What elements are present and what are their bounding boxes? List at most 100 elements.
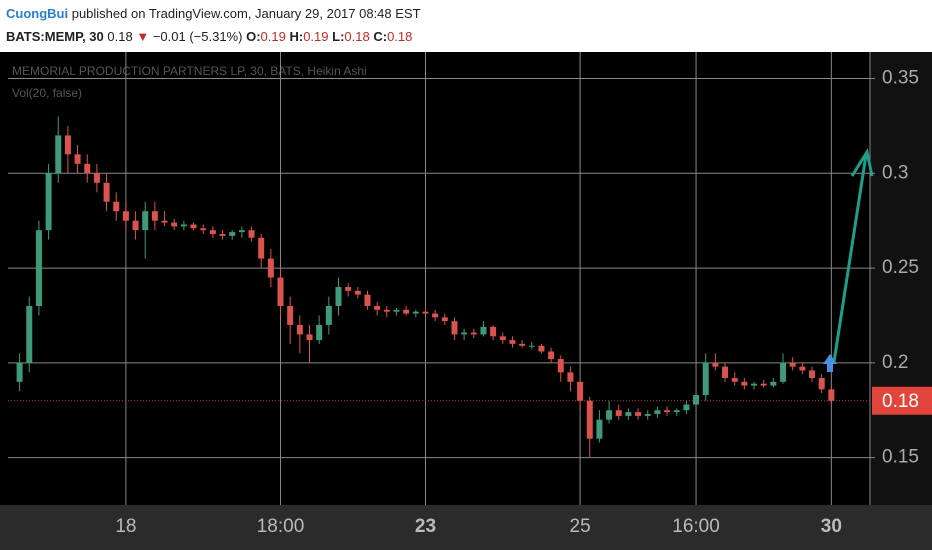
candle-body bbox=[693, 395, 700, 405]
l: 0.18 bbox=[344, 29, 370, 44]
candle-body bbox=[403, 309, 410, 314]
publish-line: CuongBui published on TradingView.com, J… bbox=[6, 6, 421, 21]
candle-body bbox=[296, 324, 303, 335]
candle-body bbox=[451, 321, 458, 335]
candle-body bbox=[364, 294, 371, 306]
candle-body bbox=[142, 211, 149, 231]
quote-line: BATS:MEMP, 30 0.18 ▼ −0.01 (−5.31%) O:0.… bbox=[6, 29, 412, 44]
y-tick-label: 0.15 bbox=[882, 447, 919, 468]
indicator-label: Vol(20, false) bbox=[12, 86, 82, 100]
candle-body bbox=[432, 313, 439, 318]
candle-body bbox=[325, 305, 332, 325]
candle-body bbox=[267, 258, 274, 278]
candle-body bbox=[625, 412, 632, 416]
candle-body bbox=[828, 389, 835, 401]
chart: MEMORIAL PRODUCTION PARTNERS LP, 30, BAT… bbox=[0, 52, 932, 550]
candle-body bbox=[180, 224, 187, 227]
candle-body bbox=[229, 232, 236, 236]
candle-body bbox=[151, 211, 158, 221]
x-axis-bg bbox=[0, 505, 932, 550]
x-tick-label: 18:00 bbox=[257, 516, 305, 537]
candle-body bbox=[509, 340, 516, 344]
user[interactable]: CuongBui bbox=[6, 6, 69, 21]
x-tick-label: 25 bbox=[570, 516, 591, 537]
candle-body bbox=[374, 305, 381, 310]
candle-body bbox=[200, 228, 207, 231]
candle-body bbox=[702, 362, 709, 396]
published: published on TradingView.com, January 29… bbox=[71, 6, 421, 21]
candle-body bbox=[306, 334, 313, 341]
candle-body bbox=[635, 412, 642, 416]
candle-body bbox=[316, 324, 323, 341]
candle-body bbox=[354, 290, 361, 295]
candle-body bbox=[16, 362, 23, 382]
candle-body bbox=[586, 400, 593, 439]
candle-body bbox=[731, 378, 738, 382]
annotation-arrow bbox=[832, 154, 868, 363]
candle-body bbox=[219, 233, 226, 236]
y-tick-label: 0.2 bbox=[882, 352, 908, 373]
candle-body bbox=[122, 211, 129, 221]
candle-body bbox=[490, 326, 497, 337]
candle-body bbox=[596, 419, 603, 439]
candle-body bbox=[287, 305, 294, 325]
candle-body bbox=[809, 370, 816, 379]
candle-body bbox=[528, 345, 535, 347]
candle-body bbox=[654, 410, 661, 415]
l-label: L: bbox=[332, 29, 345, 44]
chart-bg bbox=[0, 52, 932, 550]
o-label: O: bbox=[246, 29, 261, 44]
candle-body bbox=[683, 404, 690, 411]
candle-body bbox=[470, 332, 477, 335]
candle-body bbox=[770, 381, 777, 386]
chart-title: MEMORIAL PRODUCTION PARTNERS LP, 30, BAT… bbox=[12, 64, 367, 78]
candle-body bbox=[712, 362, 719, 367]
candle-body bbox=[93, 173, 100, 183]
y-axis-bg bbox=[870, 52, 932, 505]
h: 0.19 bbox=[303, 29, 329, 44]
price: 0.18 bbox=[107, 29, 133, 44]
header: CuongBui published on TradingView.com, J… bbox=[0, 0, 932, 52]
candle-body bbox=[441, 317, 448, 322]
candle-body bbox=[499, 336, 506, 341]
candle-body bbox=[818, 378, 825, 390]
arrow: ▼ bbox=[136, 29, 150, 44]
candle-body bbox=[393, 309, 400, 312]
x-tick-label: 18 bbox=[115, 516, 136, 537]
candle-body bbox=[557, 359, 564, 373]
change: −0.01 (−5.31%) bbox=[152, 29, 243, 44]
candle-body bbox=[606, 410, 613, 420]
candle-body bbox=[538, 345, 545, 352]
candle-body bbox=[171, 222, 178, 227]
candle-body bbox=[277, 277, 284, 306]
candle-body bbox=[190, 224, 197, 229]
candle-body bbox=[26, 305, 33, 363]
y-tick-label: 0.25 bbox=[882, 257, 919, 278]
y-tick-label: 0.3 bbox=[882, 162, 908, 183]
candle-body bbox=[132, 220, 139, 231]
h-label: H: bbox=[289, 29, 304, 44]
candle-body bbox=[161, 220, 168, 223]
candle-body bbox=[103, 182, 110, 202]
last-price-box bbox=[872, 386, 932, 415]
candle-body bbox=[789, 362, 796, 367]
candle-body bbox=[383, 309, 390, 312]
candle-body bbox=[664, 410, 671, 413]
candle-body bbox=[480, 326, 487, 335]
candle-body bbox=[422, 311, 429, 314]
candle-body bbox=[780, 362, 787, 382]
candle-body bbox=[335, 287, 342, 306]
candle-body bbox=[84, 163, 91, 174]
candle-body bbox=[248, 230, 255, 238]
c-label: C: bbox=[373, 29, 388, 44]
x-tick-label: 23 bbox=[415, 516, 436, 537]
candle-body bbox=[722, 366, 729, 379]
o: 0.19 bbox=[260, 29, 286, 44]
candle-body bbox=[258, 237, 265, 259]
candle-body bbox=[113, 201, 120, 212]
symbol: BATS:MEMP, 30 bbox=[6, 29, 104, 44]
candle-body bbox=[577, 381, 584, 401]
candle-body bbox=[760, 383, 767, 386]
candle-body bbox=[548, 351, 555, 360]
x-tick-label: 30 bbox=[821, 516, 842, 537]
